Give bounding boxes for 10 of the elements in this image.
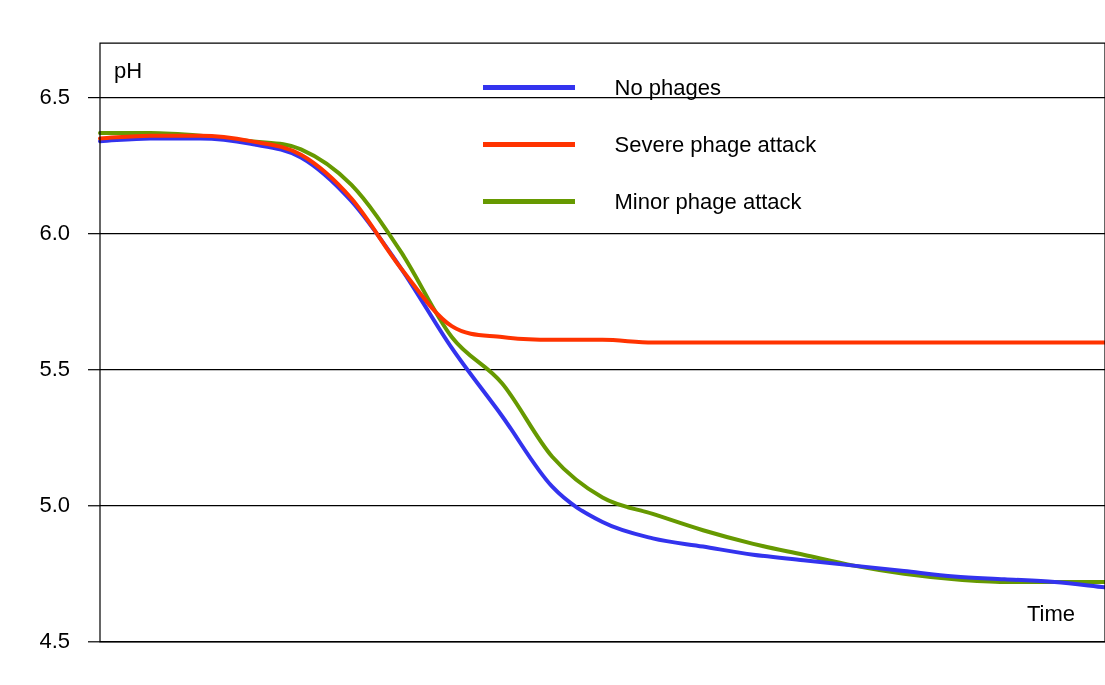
legend-label: No phages	[614, 74, 721, 101]
y-tick-label: 5.5	[39, 355, 70, 381]
legend-label: Minor phage attack	[614, 188, 802, 215]
y-tick-label: 6.5	[39, 83, 70, 109]
legend-label: Severe phage attack	[614, 131, 817, 158]
y-tick-label: 6.0	[39, 219, 70, 245]
x-axis-title: Time	[1026, 600, 1075, 626]
y-axis-title: pH	[114, 58, 143, 84]
y-tick-label: 5.0	[39, 491, 70, 517]
y-tick-label: 4.5	[39, 627, 70, 653]
